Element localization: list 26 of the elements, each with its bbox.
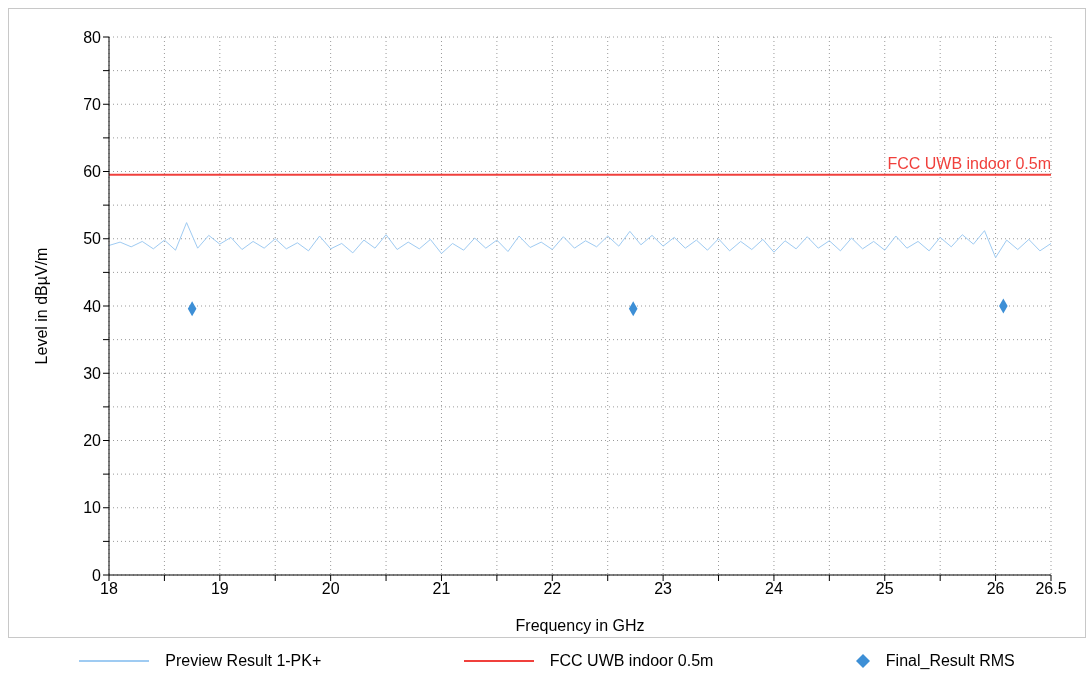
x-tick-label: 26.5 [1035, 580, 1067, 598]
legend-label: Preview Result 1-PK+ [165, 652, 322, 670]
y-tick-label: 80 [83, 28, 102, 46]
x-tick-label: 23 [654, 580, 673, 598]
x-tick-label: 21 [432, 580, 451, 598]
annotation: FCC UWB indoor 0.5m [887, 154, 1051, 172]
y-tick-label: 0 [92, 566, 102, 584]
y-tick-label: 20 [83, 432, 102, 450]
x-tick-label: 25 [875, 580, 894, 598]
y-axis-title: Level in dBµV/m [32, 247, 50, 365]
y-tick-label: 60 [83, 163, 102, 181]
x-tick-label: 19 [210, 580, 229, 598]
y-tick-label: 10 [83, 499, 102, 517]
legend-label: FCC UWB indoor 0.5m [549, 652, 714, 670]
x-tick-label: 22 [543, 580, 562, 598]
x-tick-label: 26 [986, 580, 1005, 598]
legend-label: Final_Result RMS [885, 652, 1015, 670]
line-series [109, 222, 1051, 259]
x-tick-label: 18 [100, 580, 118, 598]
y-tick-label: 50 [83, 230, 102, 248]
x-tick-label: 20 [321, 580, 340, 598]
x-tick-label: 24 [765, 580, 783, 598]
x-axis-title: Frequency in GHz [515, 617, 645, 634]
y-tick-label: 40 [83, 297, 102, 315]
y-tick-label: 70 [83, 95, 102, 113]
y-tick-label: 30 [83, 364, 102, 382]
